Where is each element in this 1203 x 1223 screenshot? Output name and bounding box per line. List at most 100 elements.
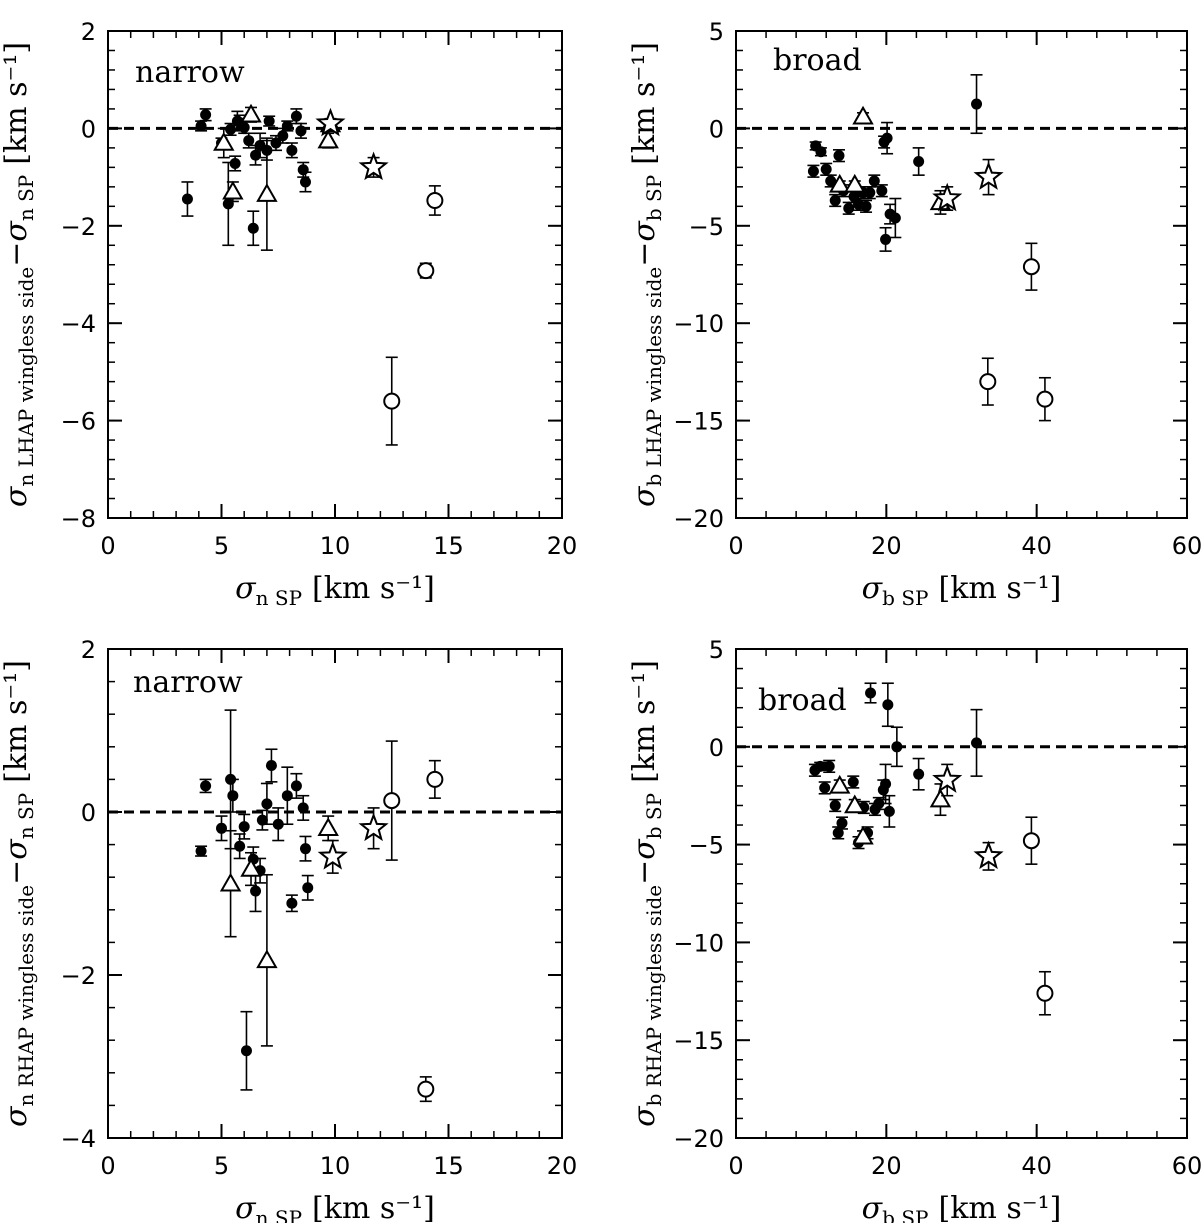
marker-open-circle [417,262,435,280]
filled-circle-point [285,894,298,913]
x-tick-label: 10 [320,1152,351,1180]
open-circle-point [383,356,401,446]
open-star-point [317,839,348,874]
marker-open-triangle [256,183,278,202]
open-circle-point [417,1076,435,1103]
filled-circle-point [290,772,303,799]
filled-circle-point [265,748,278,783]
y-tick-label: 2 [81,636,96,664]
filled-circle-point [229,155,242,172]
marker-filled-circle [815,146,827,158]
y-tick-label: −20 [673,505,724,533]
panel-label: broad [758,683,847,718]
filled-circle-point [285,142,298,159]
filled-circle-point [281,120,294,132]
x-axis-symbol: σ [862,571,884,606]
x-tick-label: 0 [728,1152,743,1180]
marker-filled-circle [181,193,193,205]
y-axis-label: σn RHAP wingless side−σn SP [km s⁻¹] [0,660,38,1127]
open-triangle-point [256,137,278,251]
x-axis-subscript: n SP [256,586,302,610]
filled-circle-point [818,781,831,795]
x-axis-symbol: σ [235,571,257,606]
open-triangle-point [240,851,262,887]
open-triangle-point [829,774,851,794]
y-tick-label: −10 [673,310,724,338]
y-axis-subscript-2: n SP [14,793,38,839]
y-tick-label: −2 [61,213,96,241]
open-triangle-point [240,103,262,123]
open-circle-point [417,262,435,280]
marker-filled-circle [913,768,925,780]
filled-circle-point [807,164,820,178]
x-tick-label: 20 [547,1152,578,1180]
y-axis-label: σb RHAP wingless side−σb SP [km s⁻¹] [627,660,666,1127]
marker-filled-circle [864,187,876,199]
marker-filled-circle [263,115,275,127]
y-axis-label: σn LHAP wingless side−σn SP [km s⁻¹] [0,42,38,507]
marker-open-circle [1022,258,1040,276]
marker-open-circle [417,1080,435,1098]
x-tick-label: 0 [100,532,115,560]
x-axis-unit: [km s⁻¹] [938,1191,1061,1223]
filled-circle-point [215,815,228,842]
open-triangle-point [317,129,339,149]
marker-filled-circle [261,798,273,810]
open-triangle-point [844,173,866,193]
open-triangle-point [219,829,242,938]
filled-circle-point [240,1010,253,1091]
marker-filled-circle [277,130,289,142]
y-tick-label: −4 [61,310,96,338]
marker-filled-circle [873,798,885,810]
marker-filled-circle [256,814,268,826]
open-triangle-point [852,105,874,125]
filled-circle-point [242,132,255,149]
x-axis-subscript: b SP [882,1206,928,1223]
filled-circle-point [281,766,294,826]
plot-frame [735,648,1188,1139]
filled-circle-point [970,74,983,135]
y-axis-label: σb LHAP wingless side−σb SP [km s⁻¹] [627,42,666,507]
marker-filled-circle [882,699,894,711]
y-tick-label: −4 [61,1125,96,1153]
marker-open-triangle [929,788,952,808]
filled-circle-point [814,760,827,772]
filled-circle-point [199,108,212,122]
marker-open-circle [383,392,401,410]
filled-circle-point [238,813,251,840]
y-axis-unit: [km s⁻¹] [627,42,662,165]
marker-open-star [358,812,389,842]
filled-circle-point [970,708,983,777]
marker-open-triangle [829,774,851,794]
x-axis-label: σb SP [km s⁻¹] [862,571,1062,610]
marker-filled-circle [880,778,892,790]
marker-filled-circle [881,132,893,144]
marker-filled-circle [281,120,293,132]
marker-open-circle [426,770,444,788]
filled-circle-point [881,682,894,728]
y-axis-subscript: b RHAP wingless side [642,885,666,1107]
y-axis-subscript: n LHAP wingless side [14,267,38,487]
marker-open-circle [1022,832,1040,850]
filled-circle-point [912,147,925,176]
x-tick-label: 20 [547,532,578,560]
y-tick-label: 0 [81,115,96,143]
filled-circle-point [847,775,860,789]
filled-circle-point [181,181,194,217]
open-triangle-point [929,783,952,817]
marker-filled-circle [891,741,903,753]
open-triangle-point [222,180,244,203]
filled-circle-point [224,122,237,137]
marker-filled-circle [234,840,246,852]
filled-circle-point [233,833,246,860]
marker-open-star [973,161,1004,190]
marker-filled-circle [865,687,877,699]
marker-open-triangle [213,131,235,151]
open-triangle-point [213,127,235,159]
filled-circle-point [294,122,307,139]
marker-open-circle [1036,390,1054,408]
marker-filled-circle [868,175,880,187]
panel-label: narrow [133,665,243,700]
